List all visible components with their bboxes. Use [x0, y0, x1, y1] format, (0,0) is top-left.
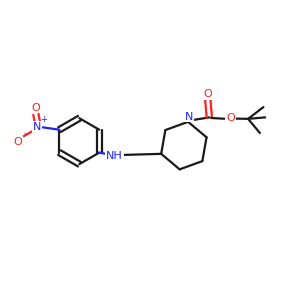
- Text: O: O: [226, 113, 235, 123]
- Text: N: N: [33, 122, 41, 132]
- Text: N: N: [184, 112, 193, 122]
- Text: O: O: [203, 89, 212, 99]
- Text: +: +: [40, 116, 47, 124]
- Text: O: O: [14, 137, 22, 147]
- Text: -: -: [24, 129, 27, 138]
- Text: NH: NH: [106, 151, 123, 160]
- Text: O: O: [32, 103, 40, 112]
